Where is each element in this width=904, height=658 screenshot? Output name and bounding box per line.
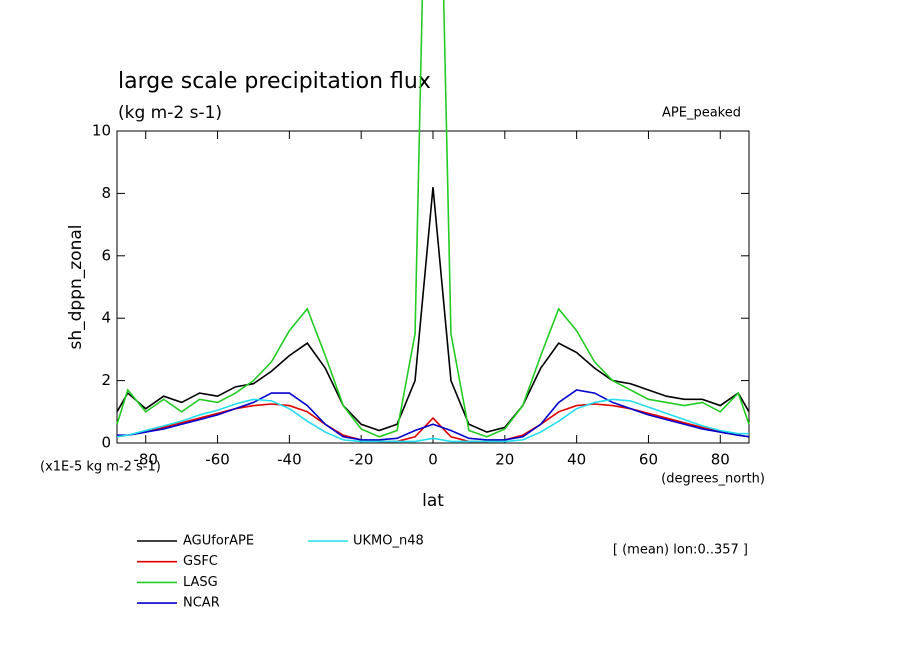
x-tick-label: -40: [277, 451, 302, 469]
y-tick-label: 0: [101, 434, 111, 452]
legend-label: NCAR: [183, 596, 220, 611]
plot-frame: [116, 130, 750, 444]
x-tick-label: -80: [133, 451, 158, 469]
x-tick-label: 80: [711, 451, 730, 469]
series-line: [117, 389, 750, 441]
legend-label: LASG: [183, 575, 218, 590]
footnote: [ (mean) lon:0..357 ]: [613, 543, 748, 558]
legend-label: AGUforAPE: [183, 534, 254, 549]
y-tick-label: 6: [101, 246, 111, 264]
x-tick-label: 20: [495, 451, 514, 469]
y-axis-units: (x1E-5 kg m-2 s-1): [40, 460, 161, 475]
x-axis-label: lat: [422, 491, 444, 511]
y-tick-label: 10: [92, 122, 111, 140]
x-tick-label: 60: [639, 451, 658, 469]
x-axis-units: (degrees_north): [661, 472, 765, 487]
y-tick-label: 4: [101, 309, 111, 327]
y-axis-label: sh_dppn_zonal: [66, 224, 86, 349]
chart-title: large scale precipitation flux: [118, 69, 431, 94]
series-group: [116, 0, 750, 443]
x-tick-label: 0: [428, 451, 438, 469]
series-line: [116, 0, 750, 438]
annotation: APE_peaked: [662, 106, 741, 121]
chart-subtitle: (kg m-2 s-1): [118, 103, 222, 123]
legend-label: UKMO_n48: [353, 534, 424, 549]
series-line: [116, 187, 750, 433]
x-tick-label: 40: [567, 451, 586, 469]
y-tick-label: 2: [101, 371, 111, 389]
x-tick-label: -60: [205, 451, 230, 469]
series-line: [116, 403, 750, 443]
series-line: [116, 398, 749, 443]
legend-label: GSFC: [183, 554, 218, 569]
y-tick-label: 8: [101, 184, 111, 202]
x-tick-label: -20: [349, 451, 374, 469]
